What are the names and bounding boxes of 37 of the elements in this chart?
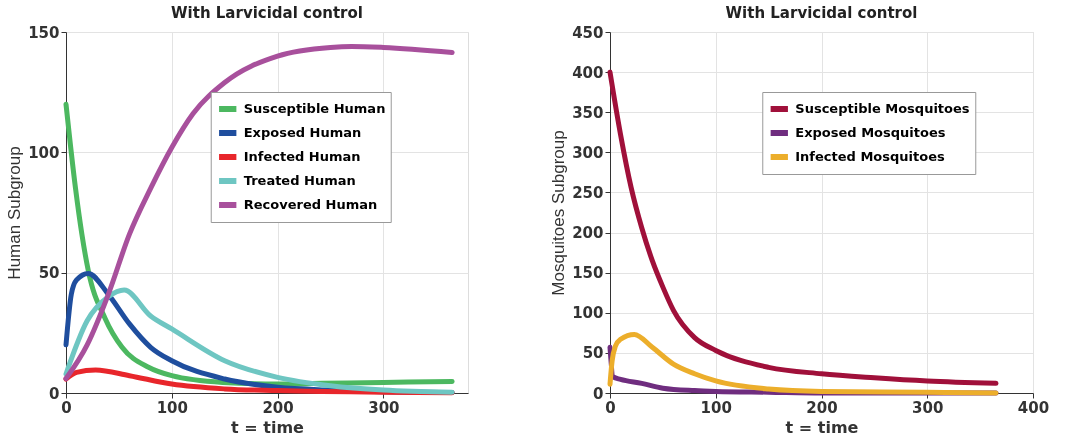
y-tick-label: 450 (572, 23, 604, 42)
x-tick-label: 200 (262, 398, 294, 417)
y-tick-label: 400 (572, 63, 604, 82)
legend-label: Susceptible Human (243, 101, 386, 116)
y-tick-label: 150 (572, 264, 604, 283)
y-tick-label: 350 (572, 103, 604, 122)
y-tick-label: 100 (572, 304, 604, 323)
x-tick-label: 300 (912, 398, 944, 417)
y-tick-label: 0 (49, 384, 60, 403)
legend-label: Recovered Human (243, 197, 378, 212)
chart-title: With Larvicidal control (171, 4, 363, 22)
x-axis-title: t = time (231, 417, 305, 437)
legend-label: Infected Human (243, 149, 361, 164)
x-tick-label: 0 (61, 398, 72, 417)
x-tick-label: 300 (368, 398, 400, 417)
y-tick-label: 250 (572, 183, 604, 202)
y-axis-title: Human Subgroup (5, 146, 25, 280)
x-tick-label: 0 (605, 398, 616, 417)
x-tick-label: 100 (156, 398, 188, 417)
y-tick-label: 50 (582, 344, 604, 363)
x-axis-title: t = time (785, 417, 859, 437)
y-axis-title: Mosquitoes Subgroup (549, 130, 569, 296)
legend-label: Susceptible Mosquitoes (795, 101, 970, 116)
y-tick-label: 200 (572, 224, 604, 243)
x-tick-label: 400 (1017, 398, 1050, 417)
legend-label: Treated Human (243, 173, 356, 188)
legend-label: Exposed Mosquitoes (795, 125, 946, 140)
y-tick-label: 50 (38, 264, 60, 283)
chart-title: With Larvicidal control (725, 4, 918, 22)
y-tick-label: 150 (28, 23, 60, 42)
x-tick-label: 100 (700, 398, 732, 417)
x-tick-label: 200 (806, 398, 838, 417)
y-tick-label: 0 (593, 384, 604, 403)
y-tick-label: 100 (28, 143, 60, 162)
legend-label: Infected Mosquitoes (795, 149, 945, 164)
legend-label: Exposed Human (243, 125, 362, 140)
y-tick-label: 300 (572, 143, 604, 162)
